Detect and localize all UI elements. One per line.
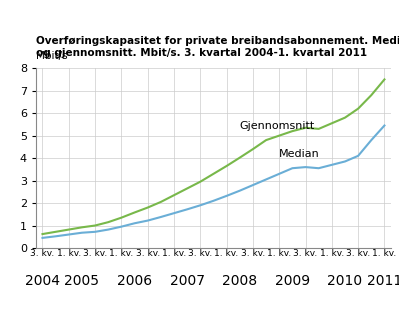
Text: Mbit/s: Mbit/s — [36, 51, 67, 61]
Text: Overføringskapasitet for private breibandsabonnement. Medianverdi
og gjennomsnit: Overføringskapasitet for private breiban… — [36, 36, 399, 58]
Text: Gjennomsnitt: Gjennomsnitt — [240, 121, 315, 131]
Text: Median: Median — [279, 149, 320, 159]
